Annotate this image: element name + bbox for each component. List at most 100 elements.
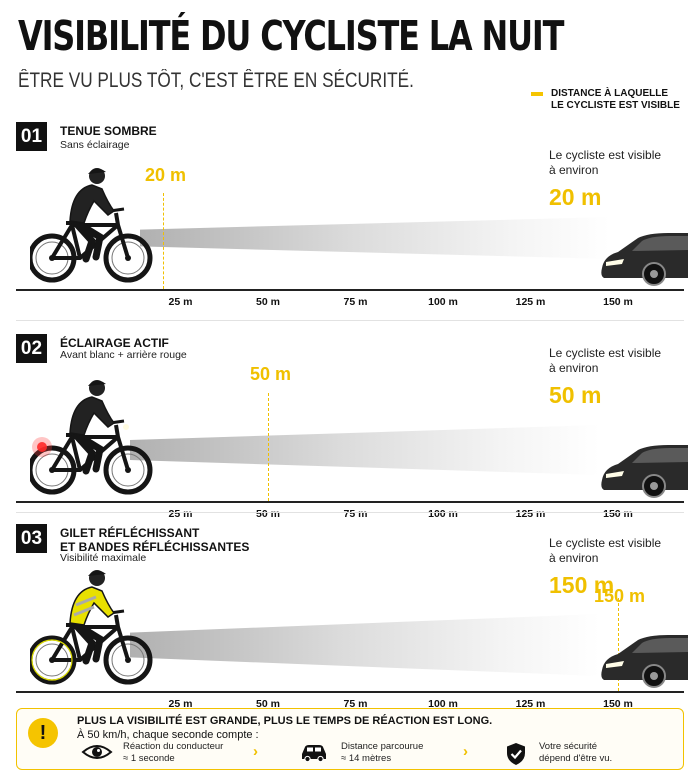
axis-tick-label: 75 m: [343, 508, 368, 520]
visibility-text-line-1: Le cycliste est visible: [549, 148, 662, 162]
info-box: ! PLUS LA VISIBILITÉ EST GRANDE, PLUS LE…: [16, 708, 684, 770]
visibility-distance: 50 m: [549, 382, 602, 408]
axis-tick-label: 150 m: [603, 508, 633, 520]
axis-tick-label: 100 m: [428, 296, 458, 308]
axis-tick-label: 25 m: [168, 296, 193, 308]
visibility-marker-line: [268, 393, 269, 501]
info-item-value: dépend d'être vu.: [539, 753, 613, 764]
rider-legs: [70, 217, 104, 263]
scenario-title-line: ET BANDES RÉFLÉCHISSANTES: [60, 540, 250, 554]
helmet: [88, 380, 106, 386]
info-item-label: Distance parcourue: [341, 741, 424, 752]
info-item-distance: Distance parcourue ≈ 14 mètres: [341, 741, 423, 765]
scenario-panel-2: 02 ÉCLAIRAGE ACTIF Avant blanc + arrière…: [0, 330, 700, 520]
axis-tick-label: 75 m: [343, 296, 368, 308]
car-hub: [650, 672, 658, 680]
rear-light: [37, 442, 47, 452]
bike-frame: [50, 614, 130, 662]
axis-tick-label: 100 m: [428, 508, 458, 520]
scenario-number: 03: [16, 524, 47, 553]
eye-icon: [81, 745, 113, 759]
legend-swatch: [531, 92, 543, 96]
info-item-safety: Votre sécurité dépend d'être vu.: [539, 741, 612, 765]
distance-axis: [16, 501, 684, 503]
visibility-marker-label: 150 m: [594, 586, 646, 606]
bike-frame: [50, 424, 130, 472]
legend: DISTANCE À LAQUELLE LE CYCLISTE EST VISI…: [551, 88, 680, 112]
light-beam: [140, 217, 610, 259]
visibility-text-line-2: à environ: [549, 551, 599, 565]
warning-icon: !: [28, 718, 58, 748]
rear-light-glow: [32, 437, 52, 457]
wheel-reflector: [31, 639, 73, 681]
car-icon: [601, 445, 688, 498]
axis-tick-label: 75 m: [343, 698, 368, 710]
light-beam: [130, 425, 600, 475]
scenario-subtitle: Visibilité maximale: [60, 552, 147, 564]
visibility-text: Le cycliste est visible à environ: [549, 536, 679, 566]
bike-frame: [50, 212, 130, 260]
axis-tick-label: 50 m: [256, 508, 280, 520]
visibility-text: Le cycliste est visible à environ: [549, 148, 679, 178]
info-subtitle: À 50 km/h, chaque seconde compte :: [77, 729, 259, 741]
axis-tick-label: 100 m: [428, 698, 458, 710]
page-title: VISIBILITÉ DU CYCLISTE LA NUIT: [18, 12, 564, 60]
info-item-label: Réaction du conducteur: [123, 741, 224, 752]
distance-axis: [16, 289, 684, 291]
shield-check-icon: [507, 743, 525, 765]
scenario-title: ÉCLAIRAGE ACTIF: [60, 336, 169, 350]
visibility-marker-line: [163, 193, 164, 289]
axis-tick-label: 25 m: [168, 698, 193, 710]
car-hub: [650, 482, 658, 490]
scenario-panel-3: 03 GILET RÉFLÉCHISSANT ET BANDES RÉFLÉCH…: [0, 520, 700, 710]
scenario-title-line: ÉCLAIRAGE ACTIF: [60, 336, 169, 350]
visibility-text-line-1: Le cycliste est visible: [549, 536, 662, 550]
light-beam: [130, 614, 600, 676]
car-headlight: [606, 661, 624, 668]
rider-torso: [69, 184, 116, 224]
car-headlight: [606, 471, 624, 478]
reflective-vest: [69, 586, 116, 626]
scenario-title-line: TENUE SOMBRE: [60, 124, 157, 138]
legend-line-2: LE CYCLISTE EST VISIBLE: [551, 100, 680, 111]
car-hub: [650, 270, 658, 278]
page-subtitle: ÊTRE VU PLUS TÔT, C'EST ÊTRE EN SÉCURITÉ…: [18, 69, 414, 92]
scenario-panel-1: 01 TENUE SOMBRE Sans éclairage Le cyclis…: [0, 118, 700, 308]
visibility-marker-label: 50 m: [250, 364, 292, 384]
axis-tick-label: 125 m: [515, 508, 546, 520]
axis-tick-label: 125 m: [515, 698, 546, 710]
front-rim: [111, 643, 145, 677]
axis-tick-label: 50 m: [256, 698, 280, 710]
chevron-right-icon: ›: [253, 743, 258, 760]
car-windshield: [632, 236, 688, 251]
front-light: [123, 424, 129, 430]
scenario-subtitle: Avant blanc + arrière rouge: [60, 349, 187, 361]
info-item-reaction: Réaction du conducteur ≈ 1 seconde: [123, 741, 223, 765]
info-item-label: Votre sécurité: [539, 741, 598, 752]
visibility-distance: 150 m: [549, 572, 615, 598]
axis-tick-label: 125 m: [515, 296, 546, 308]
car-headlight: [606, 259, 624, 266]
scenario-number: 02: [16, 334, 47, 363]
visibility-distance: 20 m: [549, 184, 602, 210]
car-icon: [302, 745, 326, 762]
scenario-title-line: GILET RÉFLÉCHISSANT: [60, 526, 200, 540]
car-icon: [601, 635, 688, 688]
reflective-stripes: [73, 595, 97, 617]
car-windshield: [632, 448, 688, 463]
axis-tick-label: 150 m: [603, 698, 633, 710]
axis-tick-label: 50 m: [256, 296, 280, 308]
distance-axis: [16, 691, 684, 693]
visibility-text-line-1: Le cycliste est visible: [549, 346, 662, 360]
car-windshield: [632, 638, 688, 653]
visibility-text: Le cycliste est visible à environ: [549, 346, 679, 376]
helmet: [88, 168, 106, 174]
cyclist-with-lights-icon: [30, 380, 153, 495]
scenario-title: GILET RÉFLÉCHISSANT ET BANDES RÉFLÉCHISS…: [60, 526, 249, 554]
cyclist-reflective-vest-icon: [30, 570, 153, 685]
panel-divider: [16, 512, 684, 513]
axis-tick-label: 25 m: [168, 508, 193, 520]
car-icon: [601, 233, 688, 286]
info-title: PLUS LA VISIBILITÉ EST GRANDE, PLUS LE T…: [77, 715, 493, 727]
scenario-number: 01: [16, 122, 47, 151]
